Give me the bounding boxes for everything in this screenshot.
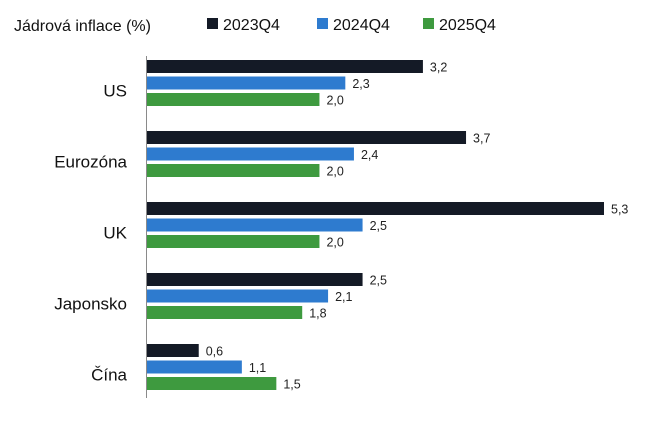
bar-2023Q4 [147,344,199,357]
bars [147,60,604,390]
value-label: 5,3 [611,203,628,217]
legend-swatch-2023Q4 [207,18,218,29]
value-label: 2,0 [326,236,343,250]
category-labels: US Eurozóna UK Japonsko Čína [54,82,127,385]
bar-2023Q4 [147,202,604,215]
category-label: Eurozóna [54,153,127,172]
value-label: 3,7 [473,132,490,146]
bar-2023Q4 [147,131,467,144]
bar-2024Q4 [147,218,363,232]
category-label: UK [103,224,127,243]
value-label: 2,0 [326,94,343,108]
value-label: 1,8 [309,307,326,321]
value-label: 0,6 [206,345,223,359]
value-label: 1,5 [283,378,300,392]
chart-title: Jádrová inflace (%) [14,18,151,35]
bar-2025Q4 [147,164,320,177]
value-label: 3,2 [430,61,447,75]
value-label: 2,5 [370,219,387,233]
bar-2025Q4 [147,235,320,248]
bar-2025Q4 [147,306,303,319]
legend-label-2025Q4: 2025Q4 [439,17,496,34]
bar-2024Q4 [147,289,329,303]
category-label: Čína [91,366,127,385]
legend: 2023Q4 2024Q4 2025Q4 [207,17,496,34]
value-label: 2,5 [370,274,387,288]
legend-label-2023Q4: 2023Q4 [223,17,280,34]
value-labels: 3,2 2,3 2,0 3,7 2,4 2,0 5,3 2,5 2,0 2,5 2,1 1,8 0,6 1… [206,61,629,392]
bar-2025Q4 [147,377,277,390]
legend-swatch-2024Q4 [317,18,328,29]
bar-2023Q4 [147,273,363,286]
legend-label-2024Q4: 2024Q4 [333,17,390,34]
legend-swatch-2025Q4 [423,18,434,29]
category-label: Japonsko [54,295,127,314]
value-label: 2,1 [335,290,352,304]
bar-2025Q4 [147,93,320,106]
value-label: 2,0 [326,165,343,179]
category-label: US [103,82,127,101]
bar-2024Q4 [147,147,354,161]
bar-2024Q4 [147,360,242,374]
value-label: 2,3 [352,77,369,91]
bar-2024Q4 [147,76,346,90]
value-label: 2,4 [361,148,378,162]
value-label: 1,1 [249,361,266,375]
bar-2023Q4 [147,60,423,73]
